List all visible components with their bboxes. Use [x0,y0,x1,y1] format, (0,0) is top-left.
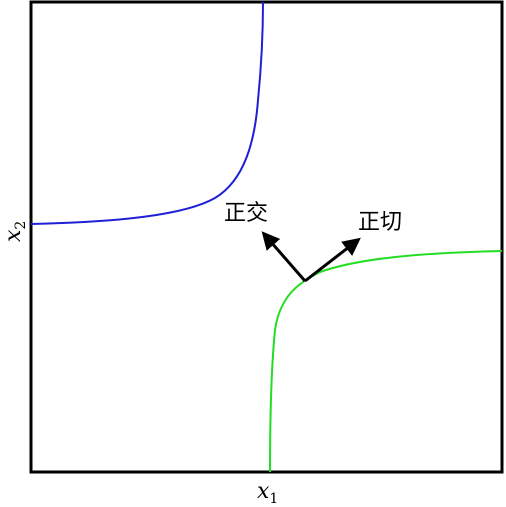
upper-curve [31,2,263,224]
x-axis-label-sub: 1 [269,491,278,507]
x-axis-label: x1 [257,479,278,507]
tangent-arrow [305,240,358,281]
tangent-label: 正切 [358,210,402,235]
y-axis-label-sub: 2 [13,221,29,230]
y-axis-label: x2 [1,221,29,242]
lower-curve [270,251,502,472]
y-axis-label-var: x [1,229,26,242]
x-axis-label-var: x [257,479,270,504]
orthogonal-label: 正交 [224,201,268,226]
orthogonal-arrow [264,234,305,281]
